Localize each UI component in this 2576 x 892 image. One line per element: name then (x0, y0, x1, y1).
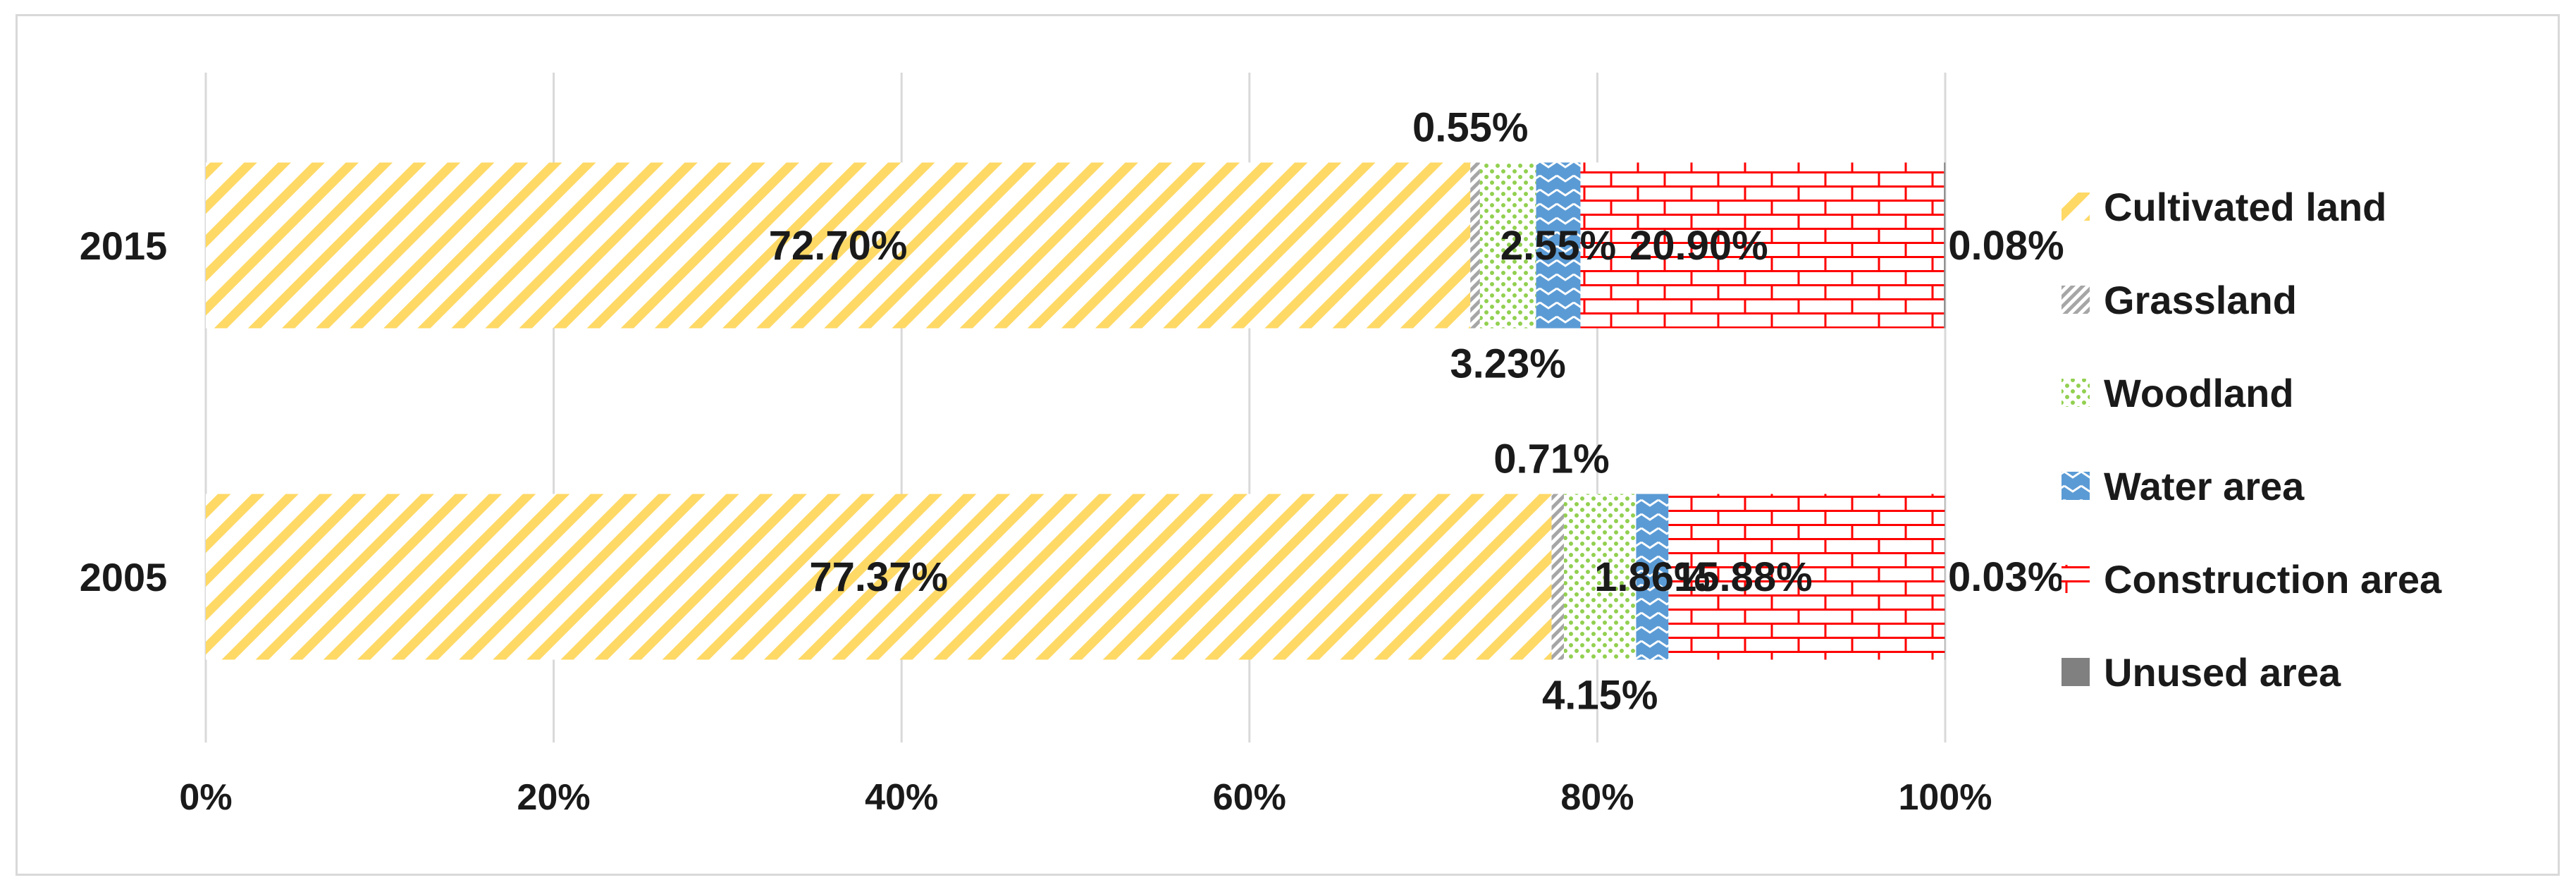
x-tick-label: 40% (865, 777, 938, 818)
data-label-woodland-2015: 3.23% (1450, 341, 1565, 387)
legend-label-grassland: Grassland (2104, 278, 2297, 322)
bar-woodland-2005 (1564, 494, 1637, 660)
chart-svg: 72.70% 0.55% 3.23% 2.55% 20.90% 0.08% 77.37% 0.… (80, 73, 2442, 818)
legend-item-cultivated-land: Cultivated land (2062, 185, 2386, 229)
data-label-unused-area-2015: 0.08% (1948, 223, 2064, 269)
x-tick-label: 0% (179, 777, 232, 818)
data-label-cultivated-land-2015: 72.70% (769, 223, 908, 269)
legend-label-construction-area: Construction area (2104, 557, 2442, 601)
legend: Cultivated land Grassland Woodland Water ar… (2062, 185, 2442, 695)
legend-label-water-area: Water area (2104, 464, 2305, 508)
bars (206, 162, 1946, 660)
legend-label-woodland: Woodland (2104, 371, 2294, 415)
legend-swatch-cultivated-land (2062, 193, 2090, 221)
bar-grassland-2015 (1470, 162, 1480, 329)
data-label-construction-area-2015: 20.90% (1629, 223, 1768, 269)
bar-water-area-2005 (1636, 494, 1669, 660)
bar-unused-area-2015 (1944, 162, 1946, 329)
data-label-construction-area-2005: 15.88% (1674, 554, 1813, 600)
category-label-2015: 2015 (80, 224, 168, 268)
data-label-cultivated-land-2005: 77.37% (809, 554, 948, 600)
bar-construction-area-2015 (1580, 162, 1945, 329)
legend-swatch-construction-area (2062, 565, 2090, 593)
legend-item-construction-area: Construction area (2062, 557, 2442, 601)
x-tick-label: 100% (1899, 777, 1992, 818)
data-label-water-area-2005: 1.86% (1594, 554, 1710, 600)
data-label-water-area-2015: 2.55% (1500, 223, 1616, 269)
legend-swatch-woodland (2062, 379, 2090, 407)
category-label-2005: 2005 (80, 555, 168, 599)
data-labels: 72.70% 0.55% 3.23% 2.55% 20.90% 0.08% 77.37% 0.… (769, 105, 2064, 719)
legend-item-water-area: Water area (2062, 464, 2305, 508)
legend-item-unused-area: Unused area (2062, 650, 2341, 695)
x-tick-label: 80% (1560, 777, 1634, 818)
bar-construction-area-2005 (1668, 494, 1945, 660)
data-label-woodland-2005: 4.15% (1542, 673, 1658, 719)
bar-grassland-2005 (1551, 494, 1565, 660)
legend-swatch-water-area (2062, 472, 2090, 500)
bar-cultivated-land-2015 (206, 162, 1471, 329)
bar-woodland-2015 (1479, 162, 1536, 329)
legend-item-grassland: Grassland (2062, 278, 2297, 322)
data-label-unused-area-2005: 0.03% (1948, 554, 2064, 600)
bar-cultivated-land-2005 (206, 494, 1552, 660)
data-label-grassland-2015: 0.55% (1412, 105, 1528, 151)
legend-swatch-grassland (2062, 286, 2090, 314)
data-label-grassland-2005: 0.71% (1493, 436, 1609, 482)
legend-item-woodland: Woodland (2062, 371, 2294, 415)
bar-water-area-2015 (1536, 162, 1581, 329)
legend-swatch-unused-area (2062, 658, 2090, 686)
legend-label-unused-area: Unused area (2104, 650, 2341, 695)
axes: 0% 20% 40% 60% 80% 100% 2015 2005 (80, 224, 1992, 818)
chart-frame: 72.70% 0.55% 3.23% 2.55% 20.90% 0.08% 77.37% 0.… (16, 14, 2560, 876)
x-tick-label: 60% (1213, 777, 1286, 818)
legend-label-cultivated-land: Cultivated land (2104, 185, 2386, 229)
x-tick-label: 20% (517, 777, 591, 818)
